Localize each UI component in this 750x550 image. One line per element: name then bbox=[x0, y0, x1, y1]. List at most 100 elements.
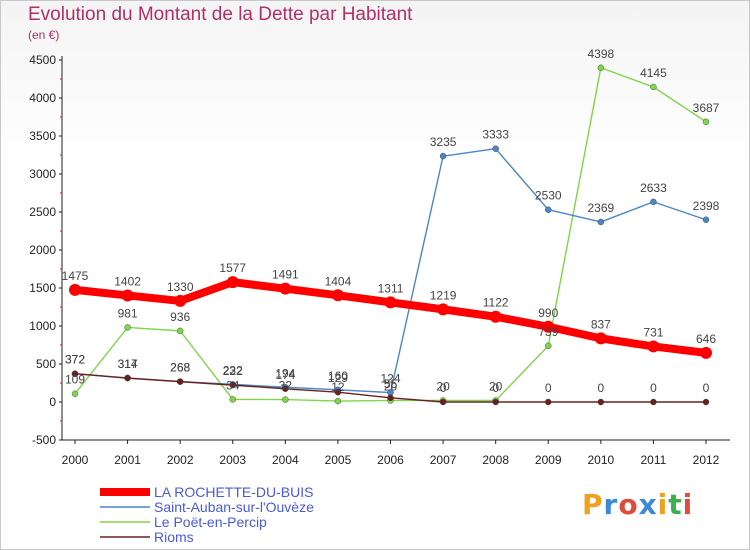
data-point bbox=[176, 327, 184, 335]
logo-letter: o bbox=[618, 488, 639, 521]
x-tick-label: 2003 bbox=[219, 453, 246, 467]
data-point bbox=[384, 296, 397, 309]
chart-subtitle: (en €) bbox=[28, 28, 60, 42]
data-point bbox=[489, 310, 502, 323]
legend-label: Saint-Auban-sur-l'Ouvèze bbox=[154, 499, 314, 515]
data-label: 129 bbox=[328, 371, 348, 385]
data-point bbox=[594, 332, 607, 345]
data-point bbox=[334, 388, 342, 396]
data-point bbox=[279, 282, 292, 295]
legend-label: Rioms bbox=[154, 529, 194, 545]
y-tick-label: 4000 bbox=[29, 91, 56, 105]
data-label: 1491 bbox=[272, 268, 299, 282]
data-label: 3687 bbox=[693, 101, 720, 115]
data-label: 0 bbox=[703, 381, 710, 395]
data-point bbox=[176, 378, 184, 385]
logo-letter: P bbox=[582, 488, 604, 521]
data-label: 160 bbox=[328, 369, 348, 383]
data-point bbox=[229, 381, 236, 389]
logo-letter: t bbox=[668, 488, 683, 521]
data-label: 232 bbox=[223, 363, 243, 377]
data-label: 990 bbox=[538, 306, 558, 320]
data-label: 109 bbox=[65, 373, 85, 387]
data-label: 2530 bbox=[535, 189, 562, 203]
data-label: 55 bbox=[384, 377, 398, 391]
data-point bbox=[229, 396, 236, 403]
data-label: 124 bbox=[380, 372, 400, 386]
logo-letter: i bbox=[682, 488, 694, 521]
data-label: 1404 bbox=[325, 274, 352, 288]
y-tick-label: 2500 bbox=[29, 205, 56, 219]
data-point bbox=[597, 398, 605, 406]
data-label: 1475 bbox=[62, 269, 89, 283]
data-point bbox=[124, 324, 131, 331]
data-point bbox=[702, 216, 710, 223]
data-label: 1577 bbox=[219, 261, 246, 275]
x-tick-label: 2012 bbox=[693, 453, 720, 467]
x-tick-label: 2002 bbox=[167, 453, 194, 467]
data-point bbox=[650, 398, 657, 406]
data-point bbox=[71, 390, 79, 397]
data-label: 222 bbox=[223, 364, 243, 378]
data-point bbox=[439, 398, 447, 406]
data-point bbox=[124, 374, 131, 382]
y-tick-label: 500 bbox=[36, 357, 56, 371]
y-tick-label: 1500 bbox=[29, 281, 56, 295]
x-tick-label: 2006 bbox=[377, 453, 404, 467]
data-label: 20 bbox=[436, 379, 450, 393]
data-label: 174 bbox=[275, 368, 295, 382]
data-label: 1330 bbox=[167, 280, 194, 294]
data-label: 4145 bbox=[640, 66, 667, 80]
y-tick-label: 3000 bbox=[29, 167, 56, 181]
data-point bbox=[650, 198, 657, 206]
data-point bbox=[650, 83, 657, 91]
data-label: 0 bbox=[440, 381, 447, 395]
y-tick-label: 1000 bbox=[29, 319, 56, 333]
data-label: 2398 bbox=[693, 199, 720, 213]
y-tick-label: 2000 bbox=[29, 243, 56, 257]
x-tick-label: 2011 bbox=[641, 453, 667, 467]
series-line-2 bbox=[74, 67, 707, 402]
x-tick-label: 2005 bbox=[325, 453, 352, 467]
data-labels: 1475 1402 1330 1577 1491 1404 1311 1219 1122 990 8… bbox=[62, 47, 720, 395]
y-tick-label: 3500 bbox=[29, 129, 56, 143]
logo-letter: r bbox=[603, 488, 619, 521]
x-tick-label: 2009 bbox=[535, 453, 562, 467]
data-point bbox=[545, 342, 552, 350]
data-point bbox=[282, 396, 289, 403]
data-label: 739 bbox=[538, 325, 558, 339]
data-point bbox=[597, 64, 605, 71]
data-label: 0 bbox=[650, 381, 657, 395]
data-point bbox=[121, 289, 134, 302]
data-point bbox=[439, 152, 447, 160]
series-line-1 bbox=[74, 147, 707, 394]
data-point bbox=[334, 397, 342, 405]
data-label: 2633 bbox=[640, 181, 667, 195]
data-point bbox=[437, 303, 450, 316]
data-point bbox=[282, 385, 289, 392]
data-label: 1311 bbox=[378, 281, 404, 295]
data-label: 268 bbox=[170, 361, 190, 375]
x-tick-label: 2000 bbox=[62, 453, 89, 467]
data-point bbox=[69, 283, 81, 296]
data-label: 194 bbox=[275, 366, 295, 380]
data-label: 314 bbox=[118, 357, 138, 371]
data-label: 0 bbox=[597, 381, 604, 395]
data-point bbox=[597, 218, 605, 226]
data-label: 12 bbox=[331, 380, 345, 394]
data-label: 2369 bbox=[587, 201, 614, 215]
data-point bbox=[545, 398, 552, 406]
legend: LA ROCHETTE-DU-BUISSaint-Auban-sur-l'Ouv… bbox=[100, 484, 314, 545]
data-point bbox=[226, 276, 239, 289]
x-tick-label: 2010 bbox=[587, 453, 614, 467]
data-point bbox=[387, 394, 394, 402]
data-point bbox=[542, 320, 555, 333]
data-label: 1402 bbox=[114, 274, 141, 288]
data-point bbox=[702, 118, 710, 125]
chart-title: Evolution du Montant de la Dette par Hab… bbox=[28, 4, 413, 25]
data-point bbox=[647, 340, 660, 353]
logo-letter: x bbox=[638, 488, 658, 521]
proxiti-logo: Proxiti bbox=[582, 488, 693, 521]
data-label: 981 bbox=[118, 306, 138, 320]
